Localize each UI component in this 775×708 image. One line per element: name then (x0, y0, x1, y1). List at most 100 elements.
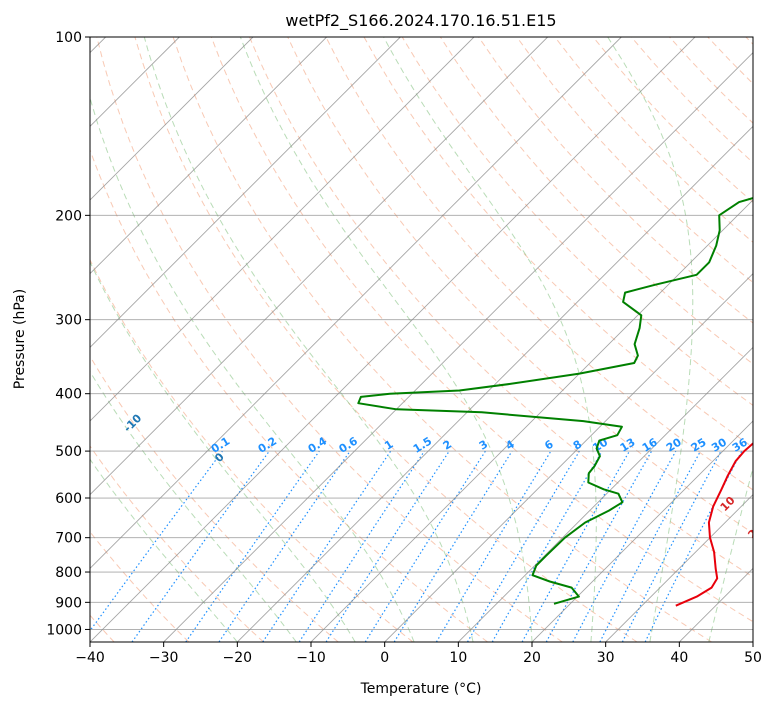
isotherm-line (90, 37, 548, 496)
dry-adiabat-line (172, 37, 712, 642)
y-tick-label: 1000 (46, 622, 82, 638)
dry-adiabat-line (439, 37, 753, 365)
mixing-ratio-label: 0.1 (209, 434, 232, 455)
y-tick-label: 300 (55, 313, 82, 329)
x-tick-label: −20 (223, 650, 253, 666)
dry-adiabat-line (90, 445, 264, 642)
isotherm-line (90, 37, 401, 348)
dry-adiabat-line (96, 37, 563, 642)
y-tick-label: 200 (55, 208, 82, 224)
background-lines (90, 37, 753, 642)
x-tick-label: −10 (296, 650, 326, 666)
mixing-ratio-label: 25 (689, 436, 709, 455)
y-tick-label: 700 (55, 531, 82, 547)
mixing-ratio-label: 1.5 (411, 434, 434, 455)
dry-adiabat-line (516, 37, 753, 284)
moist-adiabat-line (708, 466, 753, 642)
mixing-ratio-label: 36 (730, 435, 750, 454)
dry-adiabat-line (478, 37, 753, 324)
dry-adiabat-line (90, 531, 190, 642)
mixing-ratio-line (599, 450, 702, 642)
mixing-ratio-label: 16 (640, 435, 660, 454)
isotherm-line (237, 125, 753, 642)
dry-adiabat-line (707, 37, 753, 85)
isotherm-line (310, 199, 753, 642)
y-axis-label: Pressure (hPa) (12, 289, 28, 389)
mixing-ratio-line (521, 450, 631, 642)
moist-adiabat-label: 20 (745, 521, 765, 541)
isotherm-line (752, 641, 753, 642)
mixing-ratio-label: 2 (441, 438, 454, 453)
dry-adiabat-line (90, 258, 414, 642)
dry-adiabat-line (134, 37, 638, 642)
chart-title: wetPf2_S166.2024.170.16.51.E15 (285, 11, 556, 31)
mixing-ratio-line (364, 450, 486, 642)
dry-adiabat-line (554, 37, 753, 243)
isotherm-line (531, 420, 753, 642)
dry-adiabat-line (745, 37, 753, 45)
temperature-profile-line (675, 442, 753, 607)
y-tick-label: 500 (55, 444, 82, 460)
mixing-ratio-line (262, 450, 392, 642)
mixing-ratio-line (435, 450, 552, 642)
isotherm-line (384, 273, 753, 642)
x-tick-label: 20 (523, 650, 541, 666)
x-tick-label: −40 (75, 650, 105, 666)
isotherm-line (458, 346, 753, 642)
mixing-ratio-line (545, 450, 653, 642)
axes: −40 −30 −20 −10 0 10 20 30 40 5010020030040050060… (46, 30, 762, 666)
moist-adiabat-line (607, 37, 694, 642)
mixing-ratio-label: 3 (477, 438, 490, 453)
dewpoint-profile-line (357, 196, 753, 605)
moist-adiabat-line (90, 370, 297, 642)
x-axis-label: Temperature (°C) (360, 681, 482, 697)
dry-adiabat-line (592, 37, 753, 203)
isotherm-line (90, 37, 327, 275)
isotherm-line (163, 52, 753, 642)
dry-adiabat-line (669, 37, 753, 124)
mixing-ratio-line (325, 450, 450, 642)
dry-adiabat-line (287, 37, 753, 534)
mixing-ratio-line (218, 450, 351, 642)
y-tick-label: 900 (55, 595, 82, 611)
mixing-ratio-label: 6 (542, 437, 556, 452)
mixing-ratio-label: 8 (571, 438, 584, 453)
moist-adiabat-line (143, 37, 474, 642)
plot-frame (89, 36, 754, 643)
x-tick-label: 40 (670, 650, 688, 666)
dry-adiabat-line (325, 37, 753, 491)
isotherm-line (90, 37, 475, 422)
mixing-ratio-label: 0.4 (306, 434, 330, 456)
y-tick-label: 100 (55, 30, 82, 46)
x-tick-label: −30 (149, 650, 179, 666)
mixing-ratio-line (90, 450, 223, 632)
mixing-ratio-line (572, 450, 677, 642)
mixing-ratio-label: 0.6 (337, 434, 361, 456)
dry-adiabat-line (90, 355, 339, 642)
dry-adiabat-line (90, 148, 488, 642)
moist-adiabat-line (90, 260, 356, 642)
isotherm-line (679, 567, 753, 642)
mixing-ratio-line (393, 450, 513, 642)
y-tick-label: 600 (55, 491, 82, 507)
dry-adiabat-line (210, 37, 753, 623)
x-tick-label: 30 (597, 650, 615, 666)
y-tick-label: 800 (55, 565, 82, 581)
mixing-ratio-line (185, 450, 320, 642)
isotherm-line (90, 37, 254, 201)
isotherm-line (90, 37, 622, 569)
x-tick-label: 50 (744, 650, 762, 666)
dry-adiabat-line (249, 37, 753, 578)
moist-adiabat-line (383, 37, 597, 642)
x-tick-label: 10 (449, 650, 467, 666)
moist-adiabat-line (90, 458, 238, 642)
mixing-ratio-line (298, 450, 425, 642)
x-tick-label: 0 (380, 650, 389, 666)
dry-adiabat-label: -10 (121, 411, 144, 434)
mixing-ratio-line (131, 450, 270, 642)
mixing-ratio-line (466, 450, 580, 642)
isotherm-line (605, 494, 753, 642)
profile-lines (357, 196, 753, 607)
mixing-ratio-label: 30 (709, 435, 729, 454)
moist-adiabat-line (239, 37, 533, 642)
